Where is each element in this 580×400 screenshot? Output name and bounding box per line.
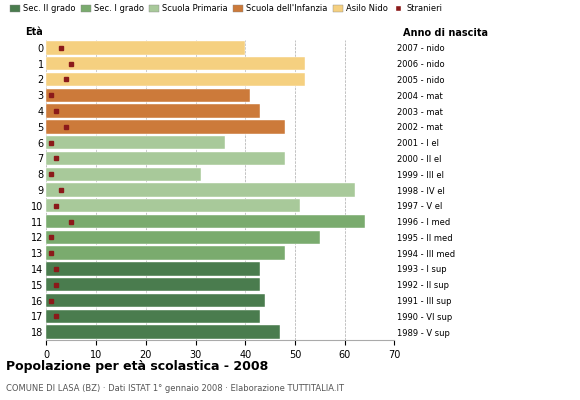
Text: Popolazione per età scolastica - 2008: Popolazione per età scolastica - 2008 bbox=[6, 360, 268, 373]
Bar bbox=[46, 325, 280, 339]
Bar bbox=[46, 88, 250, 102]
Bar bbox=[46, 294, 265, 307]
Bar bbox=[46, 168, 201, 181]
Bar bbox=[46, 278, 260, 292]
Bar bbox=[46, 310, 260, 323]
Bar bbox=[46, 199, 300, 212]
Bar bbox=[46, 120, 285, 134]
Text: Età: Età bbox=[25, 27, 43, 37]
Bar bbox=[46, 262, 260, 276]
Bar bbox=[46, 246, 285, 260]
Bar bbox=[46, 231, 320, 244]
Text: COMUNE DI LASA (BZ) · Dati ISTAT 1° gennaio 2008 · Elaborazione TUTTITALIA.IT: COMUNE DI LASA (BZ) · Dati ISTAT 1° genn… bbox=[6, 384, 344, 393]
Legend: Sec. II grado, Sec. I grado, Scuola Primaria, Scuola dell'Infanzia, Asilo Nido, : Sec. II grado, Sec. I grado, Scuola Prim… bbox=[10, 4, 443, 13]
Bar bbox=[46, 183, 354, 197]
Bar bbox=[46, 104, 260, 118]
Text: Anno di nascita: Anno di nascita bbox=[403, 28, 488, 38]
Bar bbox=[46, 73, 305, 86]
Bar bbox=[46, 57, 305, 70]
Bar bbox=[46, 41, 245, 55]
Bar bbox=[46, 136, 226, 149]
Bar bbox=[46, 215, 365, 228]
Bar bbox=[46, 152, 285, 165]
